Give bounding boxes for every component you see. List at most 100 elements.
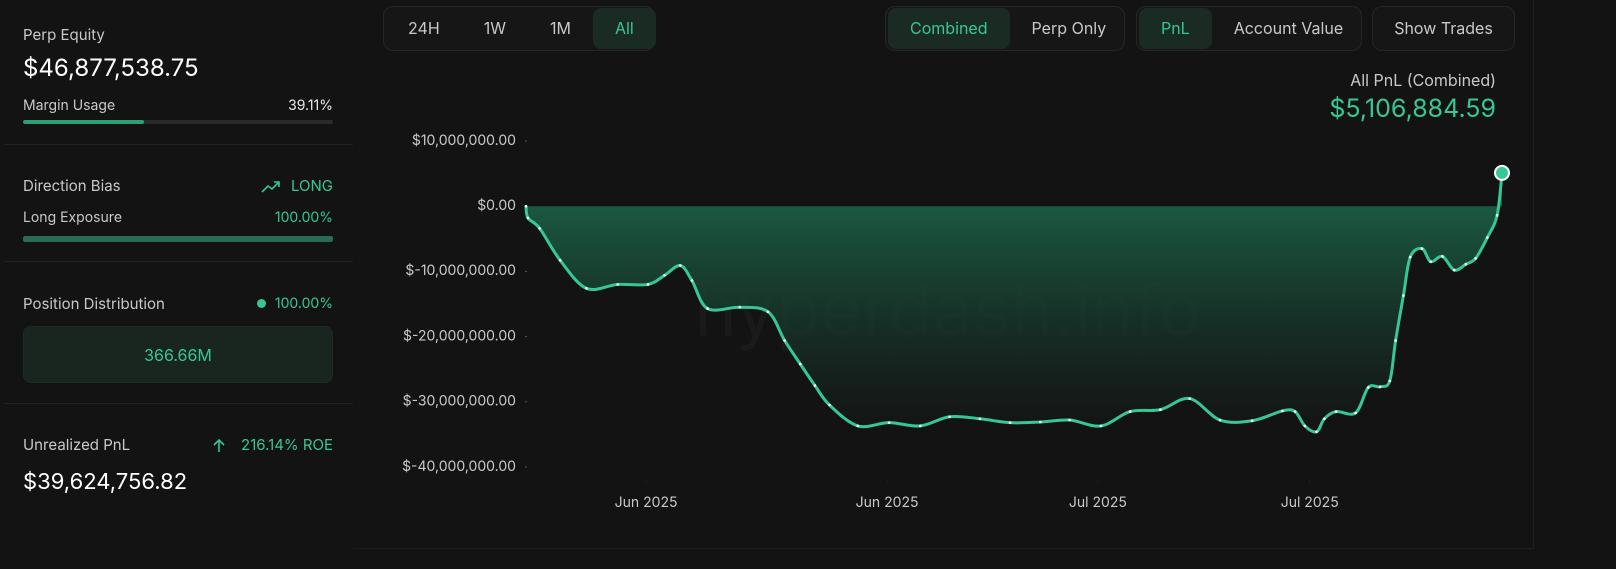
point [948, 415, 951, 419]
point [663, 274, 666, 277]
label: Position Distribution [23, 294, 165, 313]
y-tick-label: $-10,000,000.00 [405, 262, 516, 279]
panel-border [353, 548, 1534, 549]
equity-value: $46,877,538.75 [23, 53, 199, 82]
label: Unrealized PnL [23, 435, 131, 454]
point [1452, 268, 1456, 272]
point [1159, 408, 1162, 411]
metric-button[interactable]: PnL [1139, 8, 1212, 49]
point [738, 305, 742, 309]
progress-track [23, 236, 333, 242]
label: Margin Usage [23, 97, 116, 114]
arrow-up-icon [213, 438, 225, 452]
mode-group: Combined Perp Only [885, 6, 1125, 51]
point [1464, 262, 1468, 266]
point [1441, 255, 1444, 258]
point [1315, 430, 1318, 434]
show-trades-group: Show Trades [1372, 6, 1515, 51]
x-tick-label: Jul 2025 [1281, 494, 1339, 511]
x-tick-label: Jul 2025 [1069, 494, 1127, 511]
progress-track [23, 120, 333, 124]
point [616, 283, 620, 286]
separator [4, 261, 353, 262]
point [919, 424, 922, 428]
point [1039, 420, 1042, 424]
point [887, 421, 891, 424]
roe: 216.14% ROE [241, 435, 333, 454]
point [1354, 411, 1357, 415]
point [1486, 236, 1489, 239]
point [1388, 379, 1392, 383]
point [1402, 294, 1405, 297]
point [1218, 418, 1222, 422]
point [1250, 419, 1254, 423]
point [1394, 339, 1397, 342]
point [1429, 260, 1433, 263]
y-tick-label: $-40,000,000.00 [402, 458, 516, 475]
time-range-button[interactable]: 24H [408, 18, 440, 38]
x-tick-label: Jun 2025 [615, 494, 678, 511]
point [1495, 214, 1499, 217]
point [1366, 386, 1370, 389]
distribution-value: 366.66M [144, 345, 212, 365]
y-tick-label: $-20,000,000.00 [403, 327, 516, 344]
point [706, 307, 709, 310]
mode-button[interactable]: Perp Only [1031, 18, 1107, 38]
y-tick-label: $10,000,000.00 [412, 132, 516, 149]
point [978, 417, 982, 421]
unrealized-value: $39,624,756.82 [23, 469, 188, 495]
point [1099, 424, 1103, 428]
time-range-button[interactable]: All [592, 8, 656, 49]
time-range-group: 24H 1W 1M All [383, 6, 656, 51]
point [1474, 257, 1477, 260]
label: Direction Bias [23, 176, 121, 195]
point [1008, 421, 1012, 424]
point [524, 204, 528, 208]
time-range-button[interactable]: 1W [483, 18, 507, 38]
point [690, 279, 694, 282]
metric-button[interactable]: Account Value [1233, 18, 1344, 38]
point [856, 424, 860, 428]
time-range-button[interactable]: 1M [550, 18, 571, 38]
point [1494, 164, 1510, 181]
label: Perp Equity [23, 25, 105, 44]
point [585, 287, 588, 290]
point [1128, 410, 1132, 413]
mode-button[interactable]: Combined [888, 8, 1010, 49]
point [646, 283, 650, 286]
point [1068, 418, 1071, 422]
bias-value: LONG [290, 176, 333, 195]
y-tick-label: $0.00 [477, 197, 516, 214]
point [1334, 410, 1338, 413]
point [1408, 255, 1412, 259]
separator [4, 403, 353, 404]
distribution-box: 366.66M [23, 326, 333, 383]
value: 100.00% [274, 295, 333, 312]
value: 100.00% [274, 209, 333, 226]
point [766, 310, 770, 314]
show-trades-button[interactable]: Show Trades [1394, 18, 1493, 38]
point [1188, 397, 1191, 400]
dot [257, 299, 266, 308]
point [783, 339, 786, 342]
point [558, 259, 562, 262]
point [1378, 385, 1382, 389]
point [1303, 424, 1307, 428]
progress-fill [23, 120, 145, 124]
y-tick-label: $-30,000,000.00 [403, 393, 516, 410]
value: 39.11% [288, 97, 333, 114]
point [678, 264, 682, 267]
distribution-fill [24, 327, 332, 382]
label: Long Exposure [23, 209, 122, 226]
chart-title: All PnL (Combined) [1350, 70, 1496, 90]
point [538, 227, 541, 230]
progress-fill [23, 236, 333, 242]
point [526, 216, 530, 220]
metric-group: PnL Account Value [1136, 6, 1362, 51]
area [526, 172, 1502, 433]
point [1420, 247, 1424, 250]
point [828, 403, 831, 407]
separator [4, 144, 353, 145]
